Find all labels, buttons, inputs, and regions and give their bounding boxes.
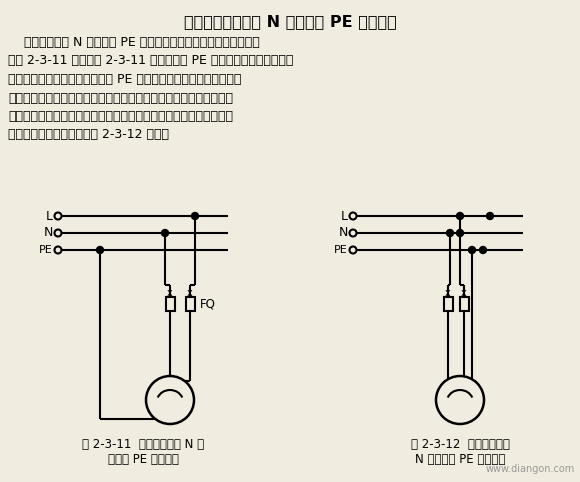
Circle shape bbox=[55, 246, 61, 254]
Text: L: L bbox=[46, 210, 53, 223]
Text: 三、单相插座零线 N 与保护线 PE 错误接线: 三、单相插座零线 N 与保护线 PE 错误接线 bbox=[184, 14, 396, 29]
Circle shape bbox=[447, 229, 454, 237]
Text: x: x bbox=[461, 288, 467, 298]
Text: 插孔，将工作零线接到了保护线 PE 插孔。这时合上漏电断路器，如: 插孔，将工作零线接到了保护线 PE 插孔。这时合上漏电断路器，如 bbox=[8, 73, 241, 86]
Text: 单相插座零线 N 与保护线 PE 接线错误可造成漏电断路器误动作，: 单相插座零线 N 与保护线 PE 接线错误可造成漏电断路器误动作， bbox=[8, 36, 260, 49]
Circle shape bbox=[161, 229, 169, 237]
Bar bbox=[186, 297, 195, 311]
Text: PE: PE bbox=[39, 245, 53, 255]
Text: 插座没有使用，用电电器、漏电断路器正常不动作；当插座、插入用: 插座没有使用，用电电器、漏电断路器正常不动作；当插座、插入用 bbox=[8, 92, 233, 105]
Text: x: x bbox=[167, 288, 173, 298]
Circle shape bbox=[146, 376, 194, 424]
Text: 图 2-3-12  单相插座零线: 图 2-3-12 单相插座零线 bbox=[411, 438, 509, 451]
Text: 如图 2-3-11 所示。图 2-3-11 中错误地将 PE 线接到了插座的工作零线: 如图 2-3-11 所示。图 2-3-11 中错误地将 PE 线接到了插座的工作… bbox=[8, 54, 293, 67]
Text: www.diangon.com: www.diangon.com bbox=[486, 464, 575, 474]
Text: 保护线 PE 错误接线: 保护线 PE 错误接线 bbox=[107, 453, 179, 466]
Circle shape bbox=[350, 213, 357, 219]
Circle shape bbox=[436, 376, 484, 424]
Text: N: N bbox=[44, 227, 53, 240]
Circle shape bbox=[191, 213, 198, 219]
Bar bbox=[444, 297, 453, 311]
Circle shape bbox=[456, 229, 463, 237]
Circle shape bbox=[487, 213, 494, 219]
Text: N: N bbox=[339, 227, 348, 240]
Text: N 与保护线 PE 正确接线: N 与保护线 PE 正确接线 bbox=[415, 453, 505, 466]
Text: L: L bbox=[341, 210, 348, 223]
Bar bbox=[460, 297, 469, 311]
Circle shape bbox=[350, 229, 357, 237]
Text: 误接线。正确接线方法如图 2-3-12 所示。: 误接线。正确接线方法如图 2-3-12 所示。 bbox=[8, 129, 169, 142]
Text: PE: PE bbox=[334, 245, 348, 255]
Text: 图 2-3-11  单相插座零线 N 与: 图 2-3-11 单相插座零线 N 与 bbox=[82, 438, 204, 451]
Circle shape bbox=[55, 213, 61, 219]
Text: FQ: FQ bbox=[200, 297, 216, 310]
Text: x: x bbox=[187, 288, 193, 298]
Circle shape bbox=[55, 229, 61, 237]
Circle shape bbox=[96, 246, 103, 254]
Bar bbox=[166, 297, 175, 311]
Circle shape bbox=[469, 246, 476, 254]
Circle shape bbox=[456, 213, 463, 219]
Circle shape bbox=[350, 246, 357, 254]
Text: 电电器开始使用时，漏电断路器跳闸。该故障常见于接插座线时的错: 电电器开始使用时，漏电断路器跳闸。该故障常见于接插座线时的错 bbox=[8, 110, 233, 123]
Text: x: x bbox=[445, 288, 451, 298]
Circle shape bbox=[480, 246, 487, 254]
